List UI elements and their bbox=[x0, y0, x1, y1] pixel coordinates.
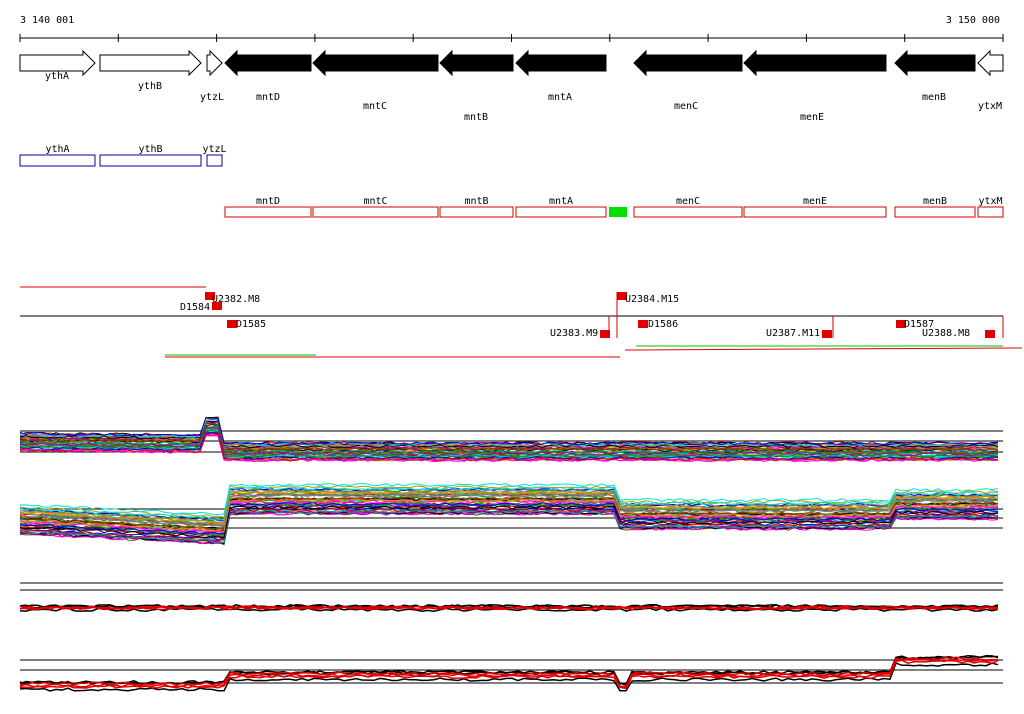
gene-label: ythB bbox=[138, 81, 162, 92]
feature-marker bbox=[617, 292, 627, 300]
feature-label: U2384.M15 bbox=[625, 294, 679, 305]
blue-box bbox=[99, 154, 202, 167]
gene-label: mntC bbox=[363, 101, 387, 112]
gene-label: ytxM bbox=[978, 101, 1002, 112]
track-line bbox=[624, 347, 1023, 351]
feature-label: U2387.M11 bbox=[766, 328, 820, 339]
box-label: menC bbox=[676, 196, 700, 207]
gene-arrow bbox=[19, 49, 96, 77]
profile-line bbox=[19, 603, 998, 609]
gene-arrow bbox=[224, 49, 312, 77]
profile-line bbox=[19, 656, 999, 688]
gene-label: mntD bbox=[256, 92, 280, 103]
profile-line bbox=[19, 490, 999, 525]
feature-marker bbox=[205, 292, 215, 300]
feature-label: U2383.M9 bbox=[550, 328, 598, 339]
gene-label: menB bbox=[922, 92, 946, 103]
profile-line bbox=[19, 507, 999, 542]
profile-line bbox=[19, 662, 999, 692]
profile-line bbox=[19, 429, 999, 459]
gene-arrow bbox=[206, 49, 223, 77]
profile-line bbox=[19, 505, 999, 539]
box-label: mntA bbox=[549, 196, 573, 207]
gene-arrow bbox=[894, 49, 976, 77]
box-label: mntB bbox=[464, 196, 488, 207]
feature-label: U2382.M8 bbox=[212, 294, 260, 305]
feature-label: D1587 bbox=[904, 319, 934, 330]
red-box bbox=[894, 206, 976, 218]
box-label: menE bbox=[803, 196, 827, 207]
coord-start: 3 140 001 bbox=[20, 15, 74, 26]
box-label: menB bbox=[923, 196, 947, 207]
red-box bbox=[312, 206, 439, 218]
profile-line bbox=[19, 433, 999, 462]
feature-label: D1586 bbox=[648, 319, 678, 330]
feature-marker bbox=[896, 320, 906, 328]
feature-marker bbox=[985, 330, 995, 338]
profile-line bbox=[19, 482, 999, 516]
feature-marker bbox=[638, 320, 648, 328]
red-box bbox=[439, 206, 514, 218]
gene-arrow bbox=[977, 49, 1004, 77]
gene-arrow bbox=[312, 49, 439, 77]
profile-line bbox=[19, 502, 999, 535]
feature-marker bbox=[212, 302, 222, 310]
profile-line bbox=[19, 605, 999, 611]
gene-label: menC bbox=[674, 101, 698, 112]
gene-label: mntB bbox=[464, 112, 488, 123]
profile-line bbox=[19, 498, 999, 533]
profile-line bbox=[19, 502, 999, 536]
gene-label: ythA bbox=[45, 71, 69, 82]
red-box bbox=[743, 206, 887, 218]
red-box bbox=[633, 206, 743, 218]
gene-label: ytzL bbox=[200, 92, 224, 103]
profile-line bbox=[19, 416, 999, 446]
box-label: ytzL bbox=[202, 144, 226, 155]
feature-label: U2388.M8 bbox=[922, 328, 970, 339]
gene-arrow bbox=[99, 49, 202, 77]
box-label: ythB bbox=[138, 144, 162, 155]
box-label: mntD bbox=[256, 196, 280, 207]
feature-marker bbox=[822, 330, 832, 338]
profile-line bbox=[19, 490, 999, 525]
coord-end: 3 150 000 bbox=[946, 15, 1000, 26]
feature-marker bbox=[227, 320, 237, 328]
gene-label: mntA bbox=[548, 92, 572, 103]
box-label: ytxM bbox=[978, 196, 1002, 207]
profile-line bbox=[19, 420, 999, 449]
gene-arrow bbox=[743, 49, 887, 77]
gene-arrow bbox=[633, 49, 743, 77]
profile-line bbox=[19, 427, 999, 456]
profile-line bbox=[19, 422, 999, 452]
green-box bbox=[609, 207, 627, 217]
feature-label: D1585 bbox=[236, 319, 266, 330]
feature-marker bbox=[600, 330, 610, 338]
profile-line bbox=[19, 486, 998, 521]
profile-line bbox=[19, 422, 999, 452]
red-box bbox=[224, 206, 312, 218]
gene-arrow bbox=[439, 49, 514, 77]
feature-label: D1584 bbox=[180, 302, 210, 313]
gene-arrow bbox=[515, 49, 607, 77]
profile-line bbox=[20, 659, 999, 690]
gene-label: menE bbox=[800, 112, 824, 123]
blue-box bbox=[206, 154, 223, 167]
profile-line bbox=[19, 493, 999, 527]
profile-line bbox=[19, 509, 999, 544]
box-label: ythA bbox=[45, 144, 69, 155]
profile-line bbox=[19, 485, 999, 518]
profile-line bbox=[19, 432, 999, 461]
red-box bbox=[977, 206, 1004, 218]
box-label: mntC bbox=[363, 196, 387, 207]
blue-box bbox=[19, 154, 96, 167]
profile-line bbox=[19, 655, 999, 686]
red-box bbox=[515, 206, 607, 218]
